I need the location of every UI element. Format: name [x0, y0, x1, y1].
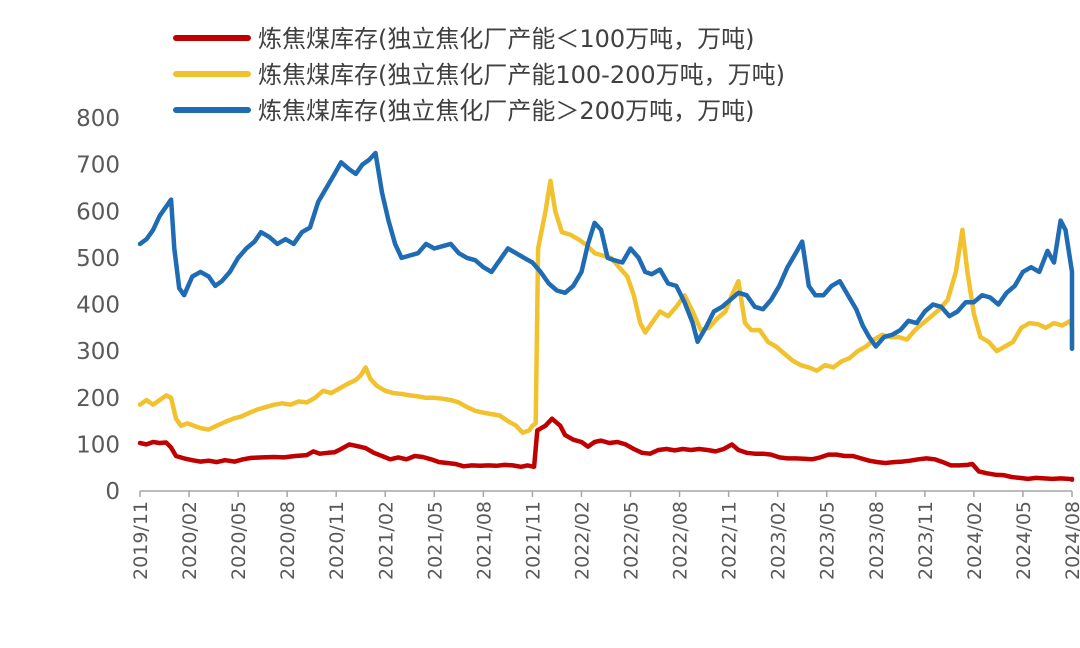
x-tick-label: 2020/11 — [326, 501, 348, 580]
x-tick-label: 2023/08 — [866, 501, 888, 580]
y-tick-label: 700 — [76, 153, 120, 179]
x-tick-label: 2021/08 — [473, 501, 495, 580]
x-tick-label: 2022/05 — [621, 501, 643, 580]
x-tick-label: 2023/02 — [768, 501, 790, 580]
x-tick-label: 2020/08 — [277, 501, 299, 580]
x-tick-label: 2023/11 — [915, 501, 937, 580]
legend: 炼焦煤库存(独立焦化厂产能＜100万吨，万吨) 炼焦煤库存(独立焦化厂产能100… — [173, 25, 785, 125]
y-tick-label: 400 — [76, 293, 120, 319]
y-tick-label: 800 — [76, 106, 120, 132]
x-axis: 2019/11 2020/02 2020/05 2020/08 2020/11 2021/… — [130, 490, 1080, 580]
legend-label-mid-capacity: 炼焦煤库存(独立焦化厂产能100-200万吨，万吨) — [258, 61, 785, 89]
plot-lines — [137, 150, 1075, 483]
x-tick-label: 2024/08 — [1062, 501, 1080, 580]
series-line-2 — [137, 150, 1075, 352]
x-tick-label: 2024/05 — [1013, 501, 1035, 580]
x-tick-label: 2023/05 — [817, 501, 839, 580]
y-tick-label: 100 — [76, 432, 120, 458]
x-tick-label: 2022/08 — [670, 501, 692, 580]
x-tick-label: 2022/11 — [719, 501, 741, 580]
y-axis: 0 100 200 300 400 500 600 700 800 — [76, 106, 120, 505]
x-tick-label: 2021/11 — [522, 501, 544, 580]
y-tick-label: 500 — [76, 246, 120, 272]
series-line-0 — [137, 416, 1075, 483]
x-tick-label: 2019/11 — [130, 501, 152, 580]
x-tick-label: 2024/02 — [964, 501, 986, 580]
x-tick-label: 2021/05 — [424, 501, 446, 580]
legend-label-large-capacity: 炼焦煤库存(独立焦化厂产能＞200万吨，万吨) — [258, 97, 755, 125]
y-tick-label: 200 — [76, 386, 120, 412]
x-tick-label: 2020/02 — [179, 501, 201, 580]
y-tick-label: 300 — [76, 339, 120, 365]
y-tick-label: 600 — [76, 199, 120, 225]
x-tick-label: 2022/02 — [571, 501, 593, 580]
x-tick-label: 2020/05 — [228, 501, 250, 580]
x-tick-label: 2021/02 — [375, 501, 397, 580]
legend-label-small-capacity: 炼焦煤库存(独立焦化厂产能＜100万吨，万吨) — [258, 25, 755, 53]
y-tick-label: 0 — [105, 479, 120, 505]
